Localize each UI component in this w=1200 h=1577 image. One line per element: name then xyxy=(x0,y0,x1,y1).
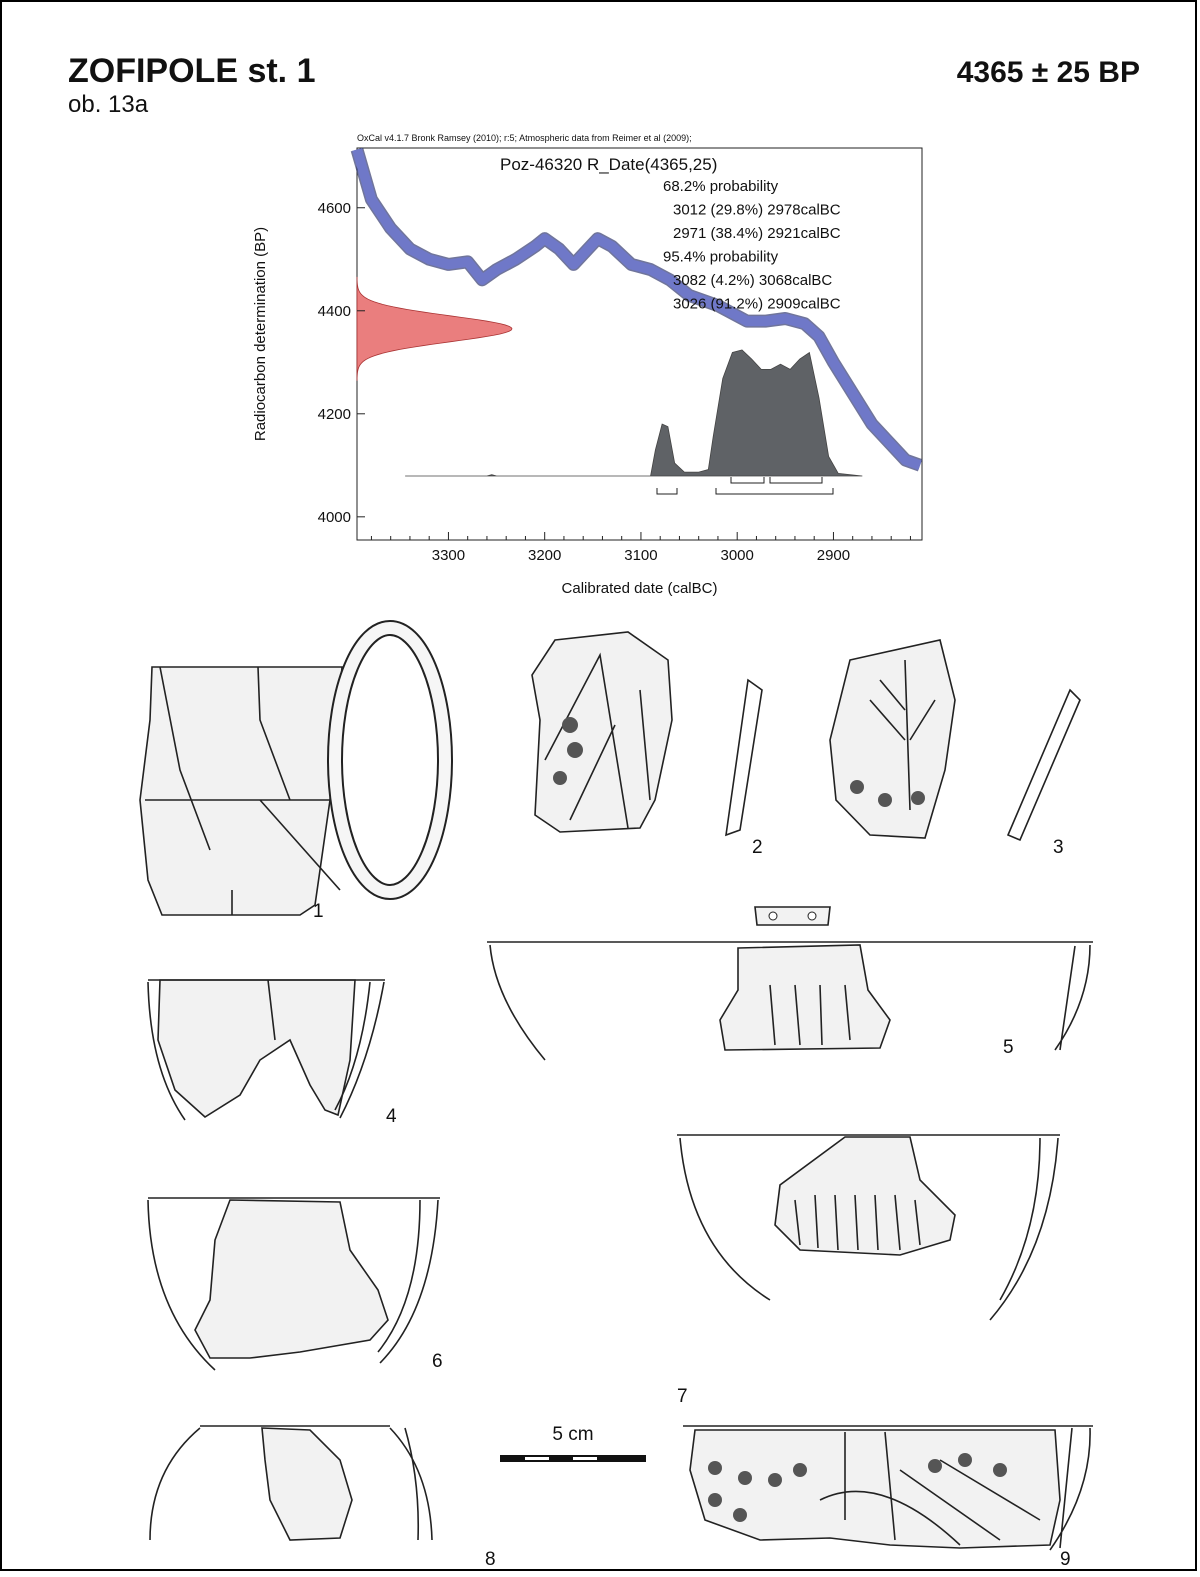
x-tick-label: 2900 xyxy=(817,547,850,564)
y-axis-label: Radiocarbon determination (BP) xyxy=(252,227,269,441)
date: 4365 ± 25 BP xyxy=(957,56,1140,89)
probability-text: 68.2% probability xyxy=(663,178,779,195)
figure-number: 7 xyxy=(677,1386,688,1407)
figure-number: 2 xyxy=(752,837,763,858)
figure-number: 1 xyxy=(313,901,324,922)
y-tick-label: 4600 xyxy=(318,200,351,217)
subtitle: ob. 13a xyxy=(68,91,149,118)
scale-bar xyxy=(500,1455,646,1462)
scale-label: 5 cm xyxy=(552,1424,593,1445)
figure-number: 3 xyxy=(1053,837,1064,858)
x-axis-label: Calibrated date (calBC) xyxy=(562,580,718,597)
y-tick-label: 4400 xyxy=(318,303,351,320)
title: ZOFIPOLE st. 1 xyxy=(68,52,315,90)
figure-number: 9 xyxy=(1060,1549,1071,1570)
probability-text: 3082 (4.2%) 3068calBC xyxy=(673,272,832,289)
plate: ZOFIPOLE st. 1 ob. 13a 4365 ± 25 BP OxCa… xyxy=(0,0,1200,1572)
figure-number: 8 xyxy=(485,1549,496,1570)
x-tick-label: 3000 xyxy=(721,547,754,564)
y-tick-label: 4200 xyxy=(318,406,351,423)
x-tick-label: 3100 xyxy=(624,547,657,564)
x-tick-label: 3300 xyxy=(432,547,465,564)
probability-text: 95.4% probability xyxy=(663,249,779,266)
figure-number: 6 xyxy=(432,1351,443,1372)
figure-number: 5 xyxy=(1003,1037,1014,1058)
probability-text: 2971 (38.4%) 2921calBC xyxy=(673,225,841,242)
x-tick-label: 3200 xyxy=(528,547,561,564)
vessel-9 xyxy=(683,1426,1093,1550)
probability-text: 3012 (29.8%) 2978calBC xyxy=(673,202,841,219)
y-tick-label: 4000 xyxy=(318,509,351,526)
credit: OxCal v4.1.7 Bronk Ramsey (2010); r:5; A… xyxy=(357,133,692,143)
sample-label: Poz-46320 R_Date(4365,25) xyxy=(500,155,717,174)
probability-text: 3026 (91.2%) 2909calBC xyxy=(673,296,841,313)
figure-number: 4 xyxy=(386,1106,397,1127)
